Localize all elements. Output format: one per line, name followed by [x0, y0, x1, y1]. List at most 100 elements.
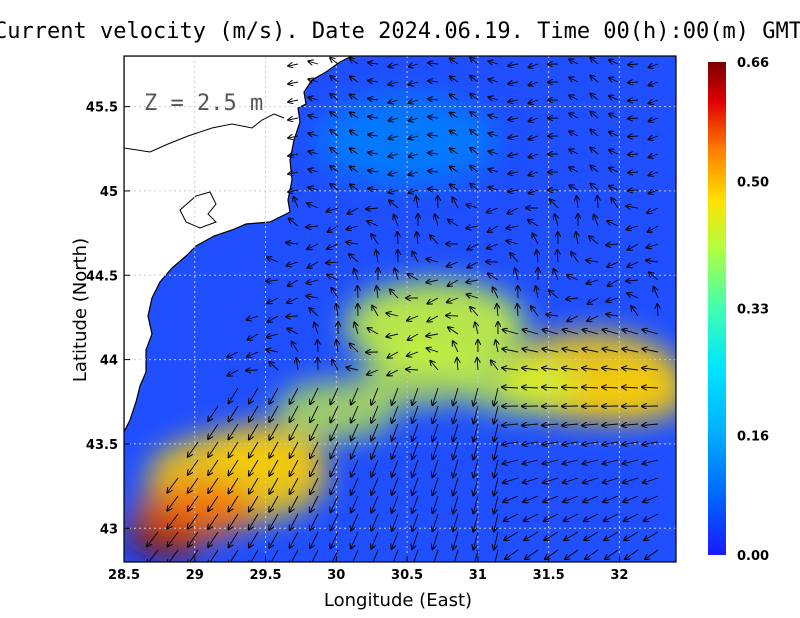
velocity-arrow — [392, 459, 399, 477]
velocity-arrow — [522, 442, 539, 445]
x-tick-label: 29 — [186, 568, 204, 583]
velocity-arrow — [290, 387, 299, 404]
velocity-arrow — [453, 387, 459, 405]
velocity-arrow — [306, 296, 319, 298]
velocity-arrow — [447, 297, 459, 302]
velocity-arrow — [351, 441, 359, 459]
velocity-arrow — [332, 360, 339, 371]
velocity-arrow — [624, 513, 639, 521]
velocity-arrow — [310, 459, 319, 476]
velocity-arrow — [529, 64, 539, 67]
velocity-arrow — [642, 349, 659, 352]
velocity-arrow — [367, 369, 379, 375]
velocity-arrow — [646, 260, 659, 262]
velocity-arrow — [453, 513, 459, 531]
velocity-arrow — [310, 441, 319, 458]
velocity-arrow — [371, 423, 379, 441]
velocity-arrow — [351, 387, 359, 405]
velocity-arrow — [506, 226, 519, 228]
velocity-arrow — [602, 368, 619, 370]
velocity-arrow — [408, 190, 419, 193]
velocity-arrow — [330, 459, 339, 476]
velocity-arrow — [412, 387, 419, 405]
velocity-arrow — [622, 349, 639, 352]
velocity-arrow — [642, 424, 659, 425]
velocity-arrow — [606, 244, 619, 245]
velocity-arrow — [376, 250, 378, 263]
velocity-arrow — [330, 423, 339, 440]
velocity-arrow — [622, 459, 639, 464]
velocity-arrow — [326, 262, 339, 263]
velocity-arrow — [488, 97, 499, 100]
velocity-arrow — [208, 423, 219, 439]
velocity-arrow — [412, 477, 419, 495]
velocity-arrow — [529, 154, 539, 157]
velocity-arrow — [432, 387, 439, 405]
velocity-arrow — [642, 459, 659, 464]
velocity-arrow — [330, 166, 339, 173]
velocity-arrow — [388, 118, 399, 121]
velocity-arrow — [590, 112, 599, 119]
velocity-arrow — [327, 275, 339, 281]
velocity-arrow — [388, 82, 399, 85]
velocity-arrow — [308, 97, 319, 100]
velocity-arrow — [308, 187, 319, 190]
velocity-arrow — [269, 477, 279, 494]
velocity-arrow — [576, 232, 578, 245]
velocity-arrow — [542, 349, 559, 352]
velocity-arrow — [432, 441, 439, 459]
velocity-arrow — [330, 387, 339, 404]
velocity-arrow — [543, 477, 559, 483]
velocity-arrow — [408, 136, 419, 139]
velocity-arrow — [508, 154, 519, 156]
velocity-arrow — [412, 251, 419, 263]
velocity-arrow — [288, 82, 299, 84]
velocity-arrow — [549, 290, 559, 299]
velocity-arrow — [310, 405, 319, 422]
velocity-arrow — [147, 531, 159, 546]
velocity-arrow — [654, 287, 659, 299]
velocity-arrow — [515, 268, 518, 281]
velocity-arrow — [228, 531, 239, 547]
velocity-arrow — [607, 261, 619, 267]
velocity-arrow — [562, 387, 579, 388]
plot-area: Z = 2.5 m — [124, 56, 676, 562]
velocity-arrow — [504, 531, 519, 540]
velocity-arrow — [609, 132, 619, 136]
velocity-arrow — [529, 136, 539, 139]
velocity-arrow — [350, 130, 359, 137]
velocity-arrow — [331, 288, 339, 299]
velocity-arrow — [602, 424, 619, 425]
velocity-arrow — [348, 207, 359, 214]
velocity-arrow — [167, 513, 179, 529]
velocity-arrow — [557, 250, 558, 263]
velocity-arrow — [392, 405, 399, 423]
velocity-arrow — [470, 307, 479, 317]
velocity-arrow — [330, 58, 339, 65]
velocity-arrow — [426, 334, 439, 336]
velocity-arrow — [368, 189, 379, 190]
velocity-arrow — [606, 314, 619, 316]
velocity-arrow — [470, 112, 479, 119]
velocity-arrow — [642, 387, 659, 388]
velocity-arrow — [494, 387, 499, 405]
velocity-arrow — [470, 130, 479, 137]
velocity-arrow — [609, 150, 619, 154]
velocity-arrow — [643, 477, 659, 483]
velocity-arrow — [408, 64, 419, 67]
velocity-arrow — [450, 58, 459, 65]
velocity-arrow — [290, 477, 299, 494]
velocity-arrow — [488, 274, 499, 281]
velocity-arrow — [448, 279, 459, 286]
velocity-arrow — [475, 322, 478, 335]
velocity-arrow — [412, 531, 419, 549]
velocity-arrow — [371, 513, 379, 531]
velocity-arrow — [427, 315, 439, 322]
velocity-arrow — [288, 118, 299, 120]
velocity-arrow — [503, 330, 519, 335]
velocity-arrow — [473, 477, 479, 495]
velocity-arrow — [294, 197, 299, 209]
velocity-arrow — [249, 459, 259, 476]
velocity-arrow — [292, 342, 299, 353]
velocity-arrow — [450, 76, 459, 83]
